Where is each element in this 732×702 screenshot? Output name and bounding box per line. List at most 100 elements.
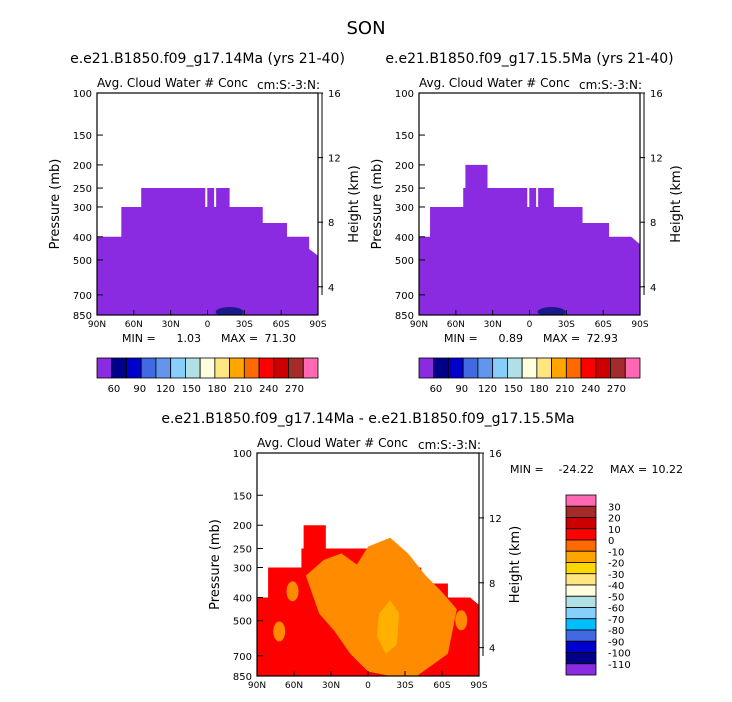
y-right-tick-label: 8 [328,218,334,229]
y-right-axis-label: Height (km) [347,165,362,242]
colorbar-label: 20 [608,514,621,525]
x-tick-label: 60S [433,681,450,691]
colorbar-label: -80 [608,626,624,637]
colorbar-swatch [565,652,597,665]
cloud-core [537,307,566,315]
min-value: 1.03 [177,332,202,345]
y-right-tick-label: 8 [489,579,495,590]
panel-subtitle-right: cm:S:-3:N: [257,78,320,92]
colorbar-swatch [565,607,597,620]
y-right-tick-label: 12 [650,154,663,165]
colorbar-swatch [288,357,304,379]
colorbar-swatch [243,357,260,379]
cloud-field [419,164,640,315]
panel-title: e.e21.B1850.f09_g17.15.5Ma (yrs 21-40) [385,51,673,67]
y-axis-label: Pressure (mb) [48,159,63,250]
y-right-tick-label: 16 [650,89,663,100]
colorbar-label: 270 [607,384,626,395]
colorbar-swatch [565,357,582,379]
colorbar: 60 90 120 150 180 210 240 270 [96,357,319,395]
y-axis-label: Pressure (mb) [208,519,223,610]
x-tick-label: 90S [631,320,648,330]
x-tick-label: 90N [248,681,266,691]
y-tick-label: 150 [73,131,92,142]
y-tick-label: 100 [73,89,92,100]
cloud-core [215,307,244,315]
colorbar-swatch [418,357,435,379]
colorbar-swatch [214,357,231,379]
colorbar-swatch [565,595,597,608]
panel-title: e.e21.B1850.f09_g17.14Ma - e.e21.B1850.f… [161,411,574,427]
y-tick-label: 300 [73,203,92,214]
colorbar-label: 10 [608,525,621,536]
min-label: MIN = [444,332,478,345]
colorbar-label: 90 [455,384,468,395]
x-tick-label: 30S [396,681,413,691]
y-tick-label: 500 [233,617,252,628]
max-value: 72.93 [587,332,619,345]
colorbar-swatch [565,528,597,541]
y-right-tick-label: 8 [650,218,656,229]
panel-3: e.e21.B1850.f09_g17.14Ma - e.e21.B1850.f… [161,411,683,691]
colorbar-swatch [506,357,523,379]
y-tick-label: 150 [395,131,414,142]
colorbar-swatch [199,357,216,379]
colorbar-swatch [170,357,186,379]
panel-subtitle-right: cm:S:-3:N: [418,438,481,452]
y-right-axis-label: Height (km) [669,165,684,242]
min-label: MIN = [122,332,156,345]
colorbar-swatch [492,357,508,379]
y-tick-label: 700 [73,291,92,302]
x-tick-label: 0 [527,320,533,330]
colorbar-swatch [302,357,319,379]
field-group [257,525,479,676]
min-value: -24.22 [559,463,594,476]
colorbar-swatch [565,562,597,575]
y-tick-label: 300 [233,563,252,574]
colorbar-label: 210 [555,384,574,395]
panel-subtitle-left: Avg. Cloud Water # Conc [97,76,248,90]
colorbar-label: 90 [133,384,146,395]
y-right-tick-label: 4 [489,644,495,655]
y-tick-label: 850 [73,311,92,322]
y-right-axis-label: Height (km) [508,526,523,603]
y-axis-label: Pressure (mb) [370,159,385,250]
colorbar-label: 270 [285,384,304,395]
y-tick-label: 400 [73,233,92,244]
x-tick-label: 30N [322,681,340,691]
colorbar-label: 210 [233,384,252,395]
colorbar-label: -70 [608,615,624,626]
y-right-tick-label: 16 [489,449,502,460]
y-tick-label: 200 [395,161,414,172]
field-group [419,164,640,315]
min-label: MIN = [510,463,544,476]
colorbar-swatch [565,505,597,518]
figure-title: SON [346,18,386,39]
colorbar-label: -110 [608,660,631,671]
y-tick-label: 850 [233,672,252,683]
colorbar-label: 180 [530,384,549,395]
colorbar-swatch [273,357,289,379]
colorbar-swatch [565,629,597,642]
colorbar-label: 120 [156,384,175,395]
panel-subtitle-left: Avg. Cloud Water # Conc [257,436,408,450]
x-tick-label: 60S [273,320,290,330]
colorbar-swatch [229,357,245,379]
x-tick-label: 90N [410,320,428,330]
y-tick-label: 700 [395,291,414,302]
colorbar-label: 150 [504,384,523,395]
colorbar-swatch [111,357,127,379]
colorbar-swatch [433,357,449,379]
x-tick-label: 0 [365,681,371,691]
colorbar-label: -100 [608,649,631,660]
colorbar-label: 180 [208,384,227,395]
colorbar-swatch [565,517,597,530]
colorbar-swatch [565,584,597,597]
y-tick-label: 200 [233,521,252,532]
colorbar-swatch [477,357,494,379]
max-label: MAX = [543,332,580,345]
colorbar-swatch [258,357,275,379]
colorbar-swatch [140,357,157,379]
diff-patch [286,581,299,602]
